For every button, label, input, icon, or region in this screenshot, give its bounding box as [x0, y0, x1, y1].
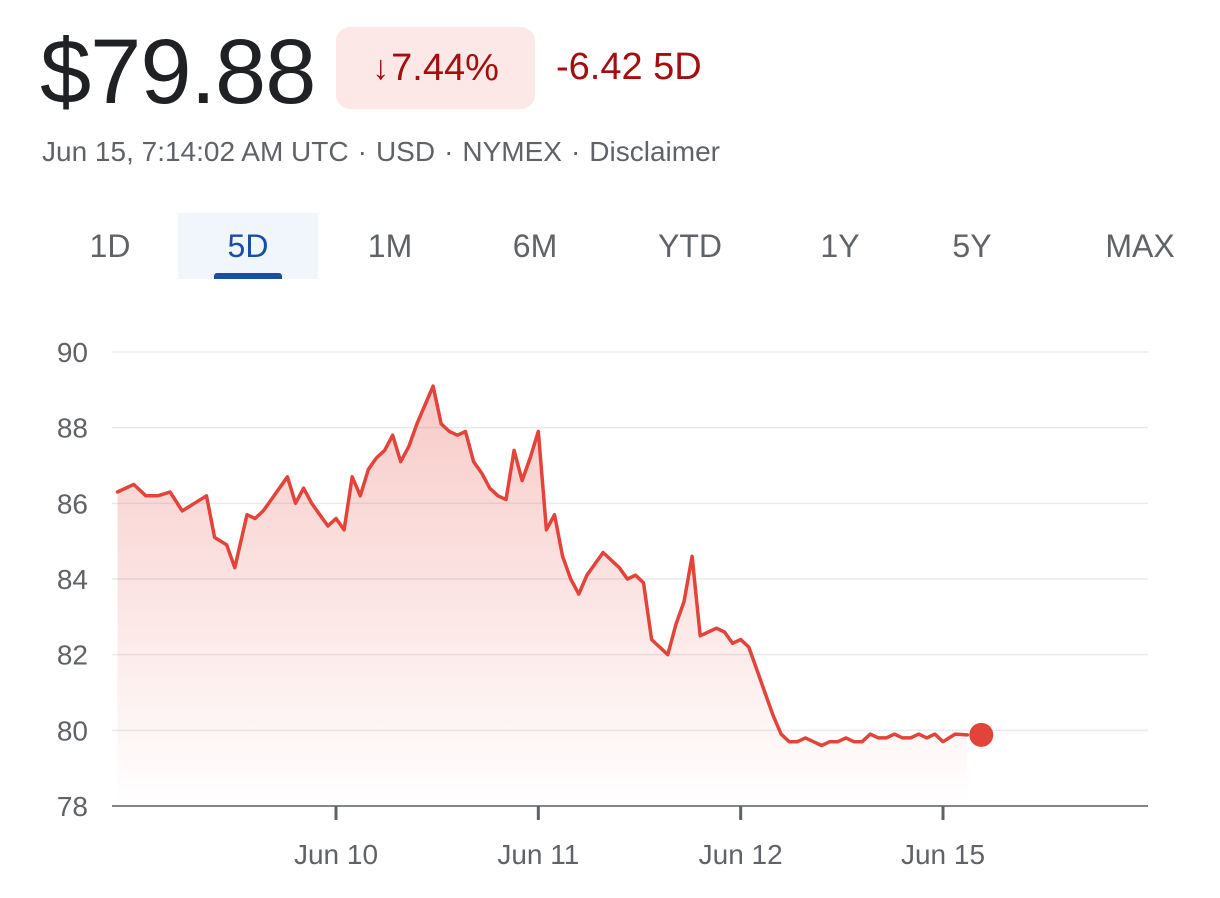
active-tab-indicator	[214, 273, 282, 279]
y-tick-label: 78	[57, 791, 88, 822]
y-tick-label: 80	[57, 715, 88, 746]
current-price: $79.88	[40, 21, 316, 123]
timestamp: Jun 15, 7:14:02 AM UTC	[42, 136, 349, 167]
price-chart[interactable]: 90 88 86 84 82 80 78 Jun 10 Jun 11 Jun 12 Jun 15	[0, 300, 1220, 898]
tab-max[interactable]: MAX	[1070, 213, 1210, 279]
absolute-change: -6.42 5D	[556, 46, 702, 88]
y-tick-label: 82	[57, 640, 88, 671]
tab-label: 1Y	[820, 227, 860, 264]
tab-5d[interactable]: 5D	[178, 213, 318, 279]
exchange: NYMEX	[462, 136, 562, 167]
tab-label: 1M	[367, 227, 413, 264]
y-tick-label: 90	[57, 337, 88, 368]
price-line	[115, 384, 970, 748]
tab-ytd[interactable]: YTD	[620, 213, 760, 279]
meta-separator: ·	[444, 136, 454, 167]
x-tick-label: Jun 15	[901, 839, 985, 870]
tab-label: MAX	[1105, 227, 1175, 264]
y-tick-label: 84	[57, 564, 88, 595]
tab-1y[interactable]: 1Y	[770, 213, 910, 279]
tab-label: 6M	[512, 227, 558, 264]
y-axis-labels: 90 88 86 84 82 80 78	[57, 337, 88, 822]
disclaimer-link[interactable]: Disclaimer	[589, 136, 720, 167]
x-axis-ticks: Jun 10 Jun 11 Jun 12 Jun 15	[294, 806, 985, 870]
current-price-marker	[969, 722, 994, 747]
tab-label: 5D	[227, 227, 269, 264]
tab-label: YTD	[658, 227, 722, 264]
x-tick-label: Jun 11	[497, 839, 579, 870]
tab-label: 5Y	[952, 227, 992, 264]
tab-1d[interactable]: 1D	[40, 213, 180, 279]
price-area	[117, 386, 968, 806]
currency: USD	[375, 136, 436, 167]
x-tick-label: Jun 10	[294, 839, 378, 870]
percent-change-value: 7.44%	[391, 46, 499, 89]
tab-label: 1D	[89, 227, 131, 264]
percent-change-badge: ↓ 7.44%	[336, 27, 535, 109]
meta-separator: ·	[570, 136, 581, 167]
y-tick-label: 88	[57, 413, 88, 444]
tab-6m[interactable]: 6M	[465, 213, 605, 279]
arrow-down-icon: ↓	[372, 48, 390, 87]
quote-meta: Jun 15, 7:14:02 AM UTC · USD · NYMEX · Disclai…	[42, 136, 720, 168]
meta-separator: ·	[357, 136, 367, 167]
x-tick-label: Jun 12	[699, 839, 783, 870]
y-tick-label: 86	[57, 488, 88, 519]
tab-5y[interactable]: 5Y	[902, 213, 1042, 279]
tab-1m[interactable]: 1M	[320, 213, 460, 279]
range-tabs: 1D 5D 1M 6M YTD 1Y 5Y MAX	[40, 213, 1210, 279]
